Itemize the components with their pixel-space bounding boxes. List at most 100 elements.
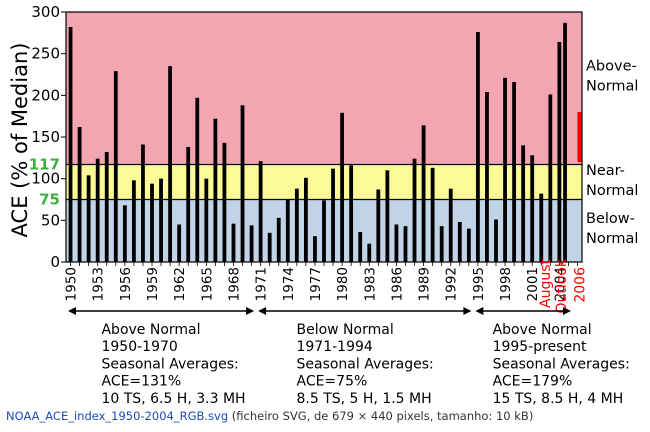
period-0-line-1: 1950-1970 — [101, 339, 177, 355]
band-2 — [66, 12, 582, 165]
period-2-line-4: 15 TS, 8.5 H, 4 MH — [493, 391, 624, 407]
bar-1952 — [86, 175, 91, 262]
image-caption: NOAA_ACE_index_1950-2004_RGB.svg (fichei… — [6, 409, 533, 423]
x-axis: 1950 1953 1956 1959 1962 1965 1968 1971 1974 1977… — [64, 262, 578, 301]
bar-1983 — [367, 243, 372, 262]
x-tick-label-2001: 2001 — [525, 267, 541, 301]
bar-1982 — [358, 232, 363, 262]
bar-1959 — [150, 183, 154, 262]
bar-extra — [563, 22, 567, 263]
bar-1965 — [204, 178, 209, 262]
threshold-label-75: 75 — [39, 191, 60, 209]
period-arrow-left-0 — [68, 307, 76, 315]
bar-2000 — [521, 145, 526, 262]
bar-1996 — [485, 92, 489, 262]
bar-1991 — [439, 226, 444, 262]
bar-1988 — [412, 158, 417, 262]
period-arrow-left-2 — [475, 307, 484, 315]
band-label-near-0: Near- — [586, 163, 625, 179]
bar-1970 — [249, 225, 254, 262]
x-tick-label-1968: 1968 — [226, 267, 242, 301]
bar-1986 — [394, 224, 399, 262]
x-tick-label-1998: 1998 — [498, 267, 514, 301]
band-label-below-0: Below- — [586, 211, 635, 227]
y-axis: 0 50 100 150 200 250 300 75 117 — [29, 3, 66, 271]
period-1-line-4: 8.5 TS, 5 H, 1.5 MH — [296, 391, 431, 407]
bar-1987 — [403, 226, 408, 262]
period-arrow-right-0 — [246, 307, 255, 315]
period-2-line-0: Above Normal — [493, 322, 592, 338]
period-0-line-2: Seasonal Averages: — [101, 356, 238, 372]
bar-1995 — [475, 32, 480, 262]
x-tick-label-1974: 1974 — [281, 267, 297, 301]
bar-1978 — [322, 200, 326, 262]
bar-1975 — [294, 188, 299, 262]
band-label-above-0: Above- — [586, 59, 637, 75]
period-2-line-3: ACE=179% — [493, 374, 573, 390]
bar-1950 — [68, 27, 73, 262]
bar-1994 — [466, 228, 471, 262]
period-arrow-right-2 — [562, 307, 571, 315]
band-labels: Above- Normal Near- Normal Below- Normal — [586, 59, 638, 248]
bar-2004 — [557, 42, 562, 262]
outlook-group: August Outlook 2006 — [538, 112, 588, 314]
bar-1981 — [349, 165, 354, 262]
bar-1967 — [222, 142, 227, 262]
y-tick-label-300: 300 — [31, 3, 60, 21]
x-tick-label-1995: 1995 — [471, 267, 487, 301]
x-tick-label-1956: 1956 — [118, 267, 134, 301]
bar-1992 — [448, 188, 453, 262]
band-label-below-1: Normal — [586, 231, 638, 247]
period-2-line-1: 1995-present — [493, 339, 587, 355]
bar-1966 — [213, 118, 218, 263]
file-link[interactable]: NOAA_ACE_index_1950-2004_RGB.svg — [6, 409, 229, 423]
bar-1955 — [113, 71, 118, 263]
x-tick-label-1983: 1983 — [362, 267, 378, 301]
bar-1956 — [122, 205, 127, 262]
bar-2001 — [530, 155, 535, 262]
bar-1954 — [104, 152, 109, 262]
x-tick-label-1986: 1986 — [389, 267, 405, 301]
bar-1989 — [421, 125, 426, 262]
band-label-above-1: Normal — [586, 79, 638, 95]
bar-1977 — [313, 236, 317, 262]
bar-1998 — [503, 77, 507, 262]
period-1-line-0: Below Normal — [296, 322, 393, 338]
bar-1993 — [457, 222, 462, 262]
outlook-label-1: Outlook — [554, 258, 570, 313]
outlook-label-0: August — [538, 258, 554, 308]
outlook-year-label: 2006 — [572, 267, 588, 303]
file-info: (ficheiro SVG, de 679 × 440 pixels, tama… — [228, 409, 534, 423]
x-tick-label-1950: 1950 — [64, 267, 80, 301]
bar-1971 — [258, 161, 263, 262]
band-label-near-1: Normal — [586, 183, 638, 199]
bar-2002 — [539, 193, 544, 262]
bar-1997 — [494, 219, 498, 262]
bar-1957 — [131, 180, 136, 262]
y-tick-label-150: 150 — [31, 128, 60, 146]
period-0-line-3: ACE=131% — [101, 374, 181, 390]
period-1-line-3: ACE=75% — [296, 374, 367, 390]
x-tick-label-2004: 2004 — [552, 267, 568, 301]
period-2-line-2: Seasonal Averages: — [493, 356, 630, 372]
bar-1980 — [340, 112, 345, 262]
bar-1972 — [267, 232, 272, 262]
bar-1960 — [159, 178, 163, 262]
x-tick-label-1962: 1962 — [172, 267, 188, 301]
y-axis-label: ACE (% of Median) — [8, 43, 32, 238]
bar-1985 — [385, 170, 390, 262]
bar-1984 — [376, 189, 381, 262]
bar-1973 — [276, 217, 281, 262]
bar-1990 — [430, 167, 435, 262]
threshold-label-117: 117 — [29, 156, 60, 174]
bar-1958 — [141, 144, 145, 262]
x-tick-label-1953: 1953 — [91, 267, 107, 301]
bar-2003 — [548, 94, 553, 262]
bar-1974 — [285, 199, 290, 262]
period-1-line-1: 1971-1994 — [296, 339, 372, 355]
bar-1951 — [77, 127, 82, 262]
bar-1963 — [186, 147, 191, 262]
bar-1953 — [95, 158, 100, 262]
x-tick-label-1992: 1992 — [444, 267, 460, 301]
